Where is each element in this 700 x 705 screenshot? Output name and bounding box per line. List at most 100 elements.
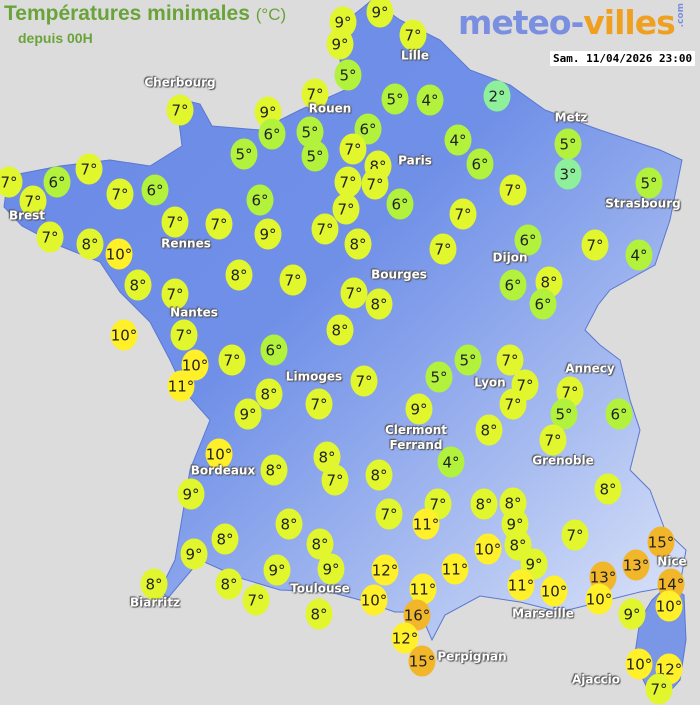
temperature-marker[interactable]: 7° xyxy=(424,488,452,520)
temperature-marker[interactable]: 10° xyxy=(205,438,233,470)
temperature-marker[interactable]: 13° xyxy=(622,549,650,581)
temperature-marker[interactable]: 11° xyxy=(167,370,195,402)
temperature-marker[interactable]: 8° xyxy=(225,259,253,291)
temperature-marker[interactable]: 10° xyxy=(585,583,613,615)
temperature-marker[interactable]: 15° xyxy=(647,526,675,558)
temperature-marker[interactable]: 8° xyxy=(260,454,288,486)
temperature-marker[interactable]: 7° xyxy=(332,193,360,225)
temperature-marker[interactable]: 12° xyxy=(371,554,399,586)
temperature-marker[interactable]: 5° xyxy=(230,138,258,170)
temperature-marker[interactable]: 5° xyxy=(425,361,453,393)
temperature-marker[interactable]: 7° xyxy=(166,94,194,126)
temperature-marker[interactable]: 8° xyxy=(475,414,503,446)
temperature-marker[interactable]: 8° xyxy=(470,488,498,520)
temperature-marker[interactable]: 8° xyxy=(594,473,622,505)
temperature-marker[interactable]: 8° xyxy=(76,228,104,260)
temperature-marker[interactable]: 7° xyxy=(311,213,339,245)
temperature-marker[interactable]: 7° xyxy=(170,319,198,351)
temperature-marker[interactable]: 10° xyxy=(110,319,138,351)
temperature-marker[interactable]: 9° xyxy=(326,28,354,60)
temperature-marker[interactable]: 6° xyxy=(246,184,274,216)
temperature-marker[interactable]: 7° xyxy=(340,277,368,309)
temperature-marker[interactable]: 7° xyxy=(399,19,427,51)
temperature-marker[interactable]: 6° xyxy=(499,269,527,301)
temperature-marker[interactable]: 7° xyxy=(161,278,189,310)
temperature-marker[interactable]: 7° xyxy=(645,673,673,705)
temperature-marker[interactable]: 7° xyxy=(19,185,47,217)
temperature-marker[interactable]: 8° xyxy=(365,459,393,491)
temperature-marker[interactable]: 7° xyxy=(449,198,477,230)
temperature-marker[interactable]: 8° xyxy=(365,288,393,320)
temperature-marker[interactable]: 10° xyxy=(540,575,568,607)
temperature-marker[interactable]: 10° xyxy=(360,584,388,616)
temperature-marker[interactable]: 7° xyxy=(499,388,527,420)
temperature-marker[interactable]: 7° xyxy=(334,166,362,198)
temperature-marker[interactable]: 8° xyxy=(211,523,239,555)
temperature-marker[interactable]: 7° xyxy=(75,153,103,185)
temperature-marker[interactable]: 7° xyxy=(361,168,389,200)
temperature-marker[interactable]: 10° xyxy=(474,533,502,565)
temperature-marker[interactable]: 11° xyxy=(441,553,469,585)
temperature-marker[interactable]: 9° xyxy=(234,398,262,430)
temperature-marker[interactable]: 8° xyxy=(275,508,303,540)
temperature-marker[interactable]: 9° xyxy=(177,478,205,510)
temperature-marker[interactable]: 5° xyxy=(550,398,578,430)
temperature-marker[interactable]: 10° xyxy=(181,349,209,381)
temperature-marker[interactable]: 7° xyxy=(106,178,134,210)
temperature-marker[interactable]: 10° xyxy=(105,238,133,270)
temperature-marker[interactable]: 7° xyxy=(499,174,527,206)
temperature-marker[interactable]: 5° xyxy=(454,344,482,376)
temperature-marker[interactable]: 7° xyxy=(375,498,403,530)
temperature-marker[interactable]: 8° xyxy=(124,269,152,301)
temperature-marker[interactable]: 7° xyxy=(305,388,333,420)
temperature-marker[interactable]: 5° xyxy=(301,140,329,172)
temperature-marker[interactable]: 5° xyxy=(334,59,362,91)
temperature-marker[interactable]: 7° xyxy=(429,233,457,265)
temperature-marker[interactable]: 9° xyxy=(180,538,208,570)
temperature-marker[interactable]: 7° xyxy=(279,264,307,296)
temperature-marker[interactable]: 8° xyxy=(305,598,333,630)
temperature-marker[interactable]: 7° xyxy=(161,206,189,238)
temperature-marker[interactable]: 6° xyxy=(43,166,71,198)
temperature-marker[interactable]: 5° xyxy=(381,83,409,115)
temperature-marker[interactable]: 4° xyxy=(625,239,653,271)
temperature-marker[interactable]: 9° xyxy=(317,553,345,585)
temperature-marker[interactable]: 7° xyxy=(561,519,589,551)
temperature-marker[interactable]: 5° xyxy=(635,167,663,199)
temperature-marker[interactable]: 15° xyxy=(408,645,436,677)
temperature-marker[interactable]: 6° xyxy=(529,288,557,320)
temperature-marker[interactable]: 7° xyxy=(581,229,609,261)
temperature-marker[interactable]: 8° xyxy=(306,528,334,560)
temperature-marker[interactable]: 6° xyxy=(466,148,494,180)
temperature-marker[interactable]: 4° xyxy=(416,84,444,116)
temperature-marker[interactable]: 4° xyxy=(437,446,465,478)
temperature-marker[interactable]: 8° xyxy=(215,568,243,600)
temperature-marker[interactable]: 7° xyxy=(205,208,233,240)
temperature-marker[interactable]: 5° xyxy=(554,128,582,160)
temperature-marker[interactable]: 6° xyxy=(260,334,288,366)
temperature-marker[interactable]: 9° xyxy=(254,218,282,250)
temperature-marker[interactable]: 8° xyxy=(140,568,168,600)
temperature-marker[interactable]: 6° xyxy=(514,224,542,256)
temperature-marker[interactable]: 9° xyxy=(263,554,291,586)
temperature-marker[interactable]: 7° xyxy=(36,221,64,253)
temperature-marker[interactable]: 7° xyxy=(350,365,378,397)
temperature-marker[interactable]: 4° xyxy=(444,124,472,156)
temperature-marker[interactable]: 7° xyxy=(301,78,329,110)
temperature-marker[interactable]: 7° xyxy=(218,344,246,376)
temperature-marker[interactable]: 6° xyxy=(605,398,633,430)
temperature-marker[interactable]: 11° xyxy=(412,508,440,540)
temperature-marker[interactable]: 7° xyxy=(539,424,567,456)
temperature-marker[interactable]: 9° xyxy=(618,598,646,630)
temperature-marker[interactable]: 7° xyxy=(339,133,367,165)
temperature-marker[interactable]: 7° xyxy=(321,464,349,496)
temperature-marker[interactable]: 10° xyxy=(655,590,683,622)
temperature-marker[interactable]: 7° xyxy=(242,584,270,616)
temperature-marker[interactable]: 8° xyxy=(504,529,532,561)
temperature-marker[interactable]: 3° xyxy=(554,158,582,190)
temperature-marker[interactable]: 8° xyxy=(255,378,283,410)
temperature-marker[interactable]: 6° xyxy=(386,188,414,220)
temperature-marker[interactable]: 11° xyxy=(409,573,437,605)
temperature-marker[interactable]: 2° xyxy=(483,80,511,112)
temperature-marker[interactable]: 9° xyxy=(405,393,433,425)
